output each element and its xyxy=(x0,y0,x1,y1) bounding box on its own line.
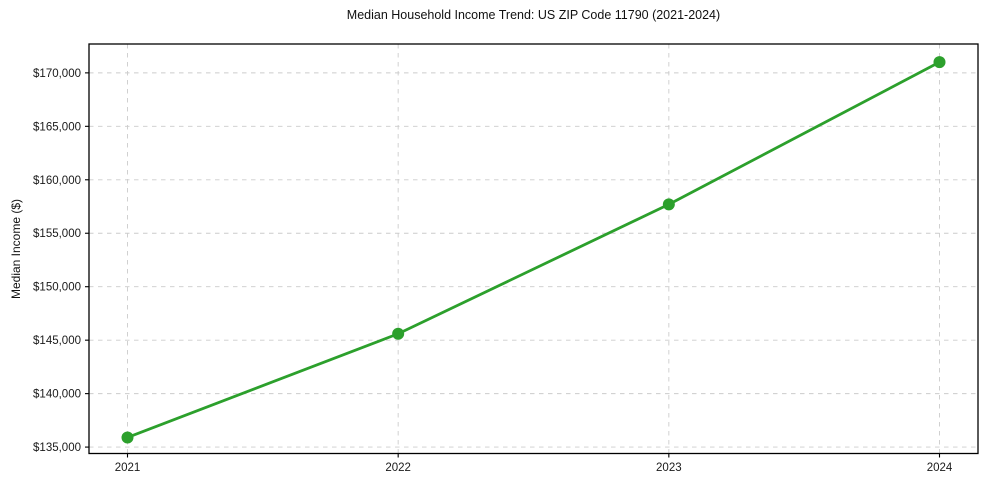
x-tick-label: 2022 xyxy=(385,462,411,474)
data-point-marker xyxy=(662,198,675,211)
y-tick-label: $135,000 xyxy=(33,442,81,454)
plot-border xyxy=(88,43,979,455)
chart-title: Median Household Income Trend: US ZIP Co… xyxy=(346,8,721,22)
y-tick-label: $150,000 xyxy=(33,282,81,294)
data-point-marker xyxy=(121,431,134,444)
x-tick-label: 2024 xyxy=(927,462,953,474)
y-tick-label: $165,000 xyxy=(33,121,81,133)
data-point-marker xyxy=(933,56,946,69)
data-point-marker xyxy=(392,327,405,340)
y-tick-label: $160,000 xyxy=(33,175,81,187)
x-tick-label: 2021 xyxy=(115,462,141,474)
x-tick-label: 2023 xyxy=(656,462,682,474)
trend-line xyxy=(126,60,941,439)
y-tick-label: $170,000 xyxy=(33,68,81,80)
y-tick-label: $145,000 xyxy=(33,335,81,347)
y-tick-label: $155,000 xyxy=(33,228,81,240)
y-tick-label: $140,000 xyxy=(33,389,81,401)
